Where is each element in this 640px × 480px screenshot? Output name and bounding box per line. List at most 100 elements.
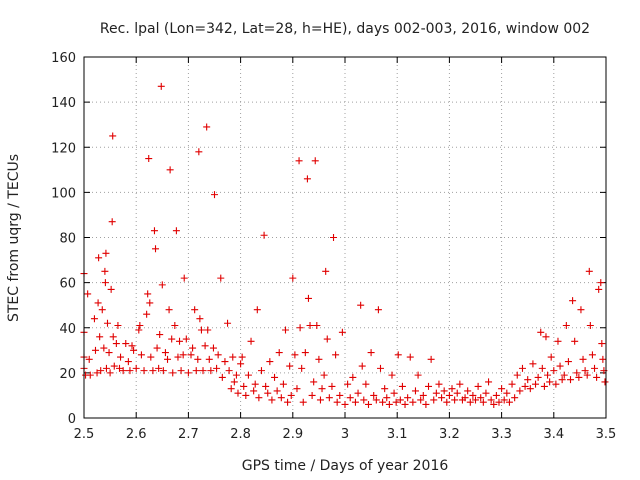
data-point <box>601 378 609 386</box>
data-point <box>90 315 98 323</box>
data-point <box>284 398 292 406</box>
data-point <box>286 362 294 370</box>
data-point <box>189 344 197 352</box>
data-point <box>171 321 179 329</box>
data-point <box>524 376 532 384</box>
data-points <box>80 82 609 408</box>
data-point <box>341 400 349 408</box>
data-point <box>195 148 203 156</box>
data-point <box>567 376 575 384</box>
data-point <box>427 355 435 363</box>
data-point <box>240 382 248 390</box>
data-point <box>109 132 117 140</box>
data-point <box>275 349 283 357</box>
data-point <box>362 380 370 388</box>
data-point <box>325 394 333 402</box>
data-point <box>117 353 125 361</box>
x-tick-label: 2.8 <box>230 427 251 442</box>
data-point <box>351 398 359 406</box>
data-point <box>456 380 464 388</box>
data-point <box>232 371 240 379</box>
data-point <box>102 364 110 372</box>
data-point <box>503 389 511 397</box>
data-point <box>247 337 255 345</box>
data-point <box>529 360 537 368</box>
data-point <box>197 326 205 334</box>
x-tick-label: 2.9 <box>282 427 303 442</box>
data-point <box>311 157 319 165</box>
data-point <box>581 367 589 375</box>
data-point <box>137 351 145 359</box>
x-tick-label: 2.6 <box>126 427 147 442</box>
data-point <box>573 369 581 377</box>
data-point <box>152 245 160 253</box>
data-point <box>323 335 331 343</box>
data-point <box>165 306 173 314</box>
data-point <box>227 385 235 393</box>
data-point <box>101 279 109 287</box>
data-point <box>521 382 529 390</box>
data-point <box>508 380 516 388</box>
data-point <box>310 378 318 386</box>
data-point <box>562 321 570 329</box>
data-point <box>374 306 382 314</box>
data-point <box>398 382 406 390</box>
y-tick-label: 140 <box>51 96 76 111</box>
data-point <box>158 281 166 289</box>
data-point <box>150 227 158 235</box>
data-point <box>102 249 110 257</box>
data-point <box>169 369 177 377</box>
data-point <box>336 391 344 399</box>
data-point <box>140 367 148 375</box>
data-point <box>203 123 211 131</box>
data-point <box>540 382 548 390</box>
data-point <box>404 394 412 402</box>
data-point <box>401 400 409 408</box>
data-point <box>357 301 365 309</box>
data-point <box>114 321 122 329</box>
data-point <box>575 373 583 381</box>
data-point <box>144 290 152 298</box>
data-point <box>376 364 384 372</box>
data-point <box>109 333 117 341</box>
data-point <box>112 340 120 348</box>
data-point <box>293 385 301 393</box>
data-point <box>132 364 140 372</box>
data-point <box>381 385 389 393</box>
data-point <box>409 398 417 406</box>
data-point <box>448 385 456 393</box>
data-point <box>194 355 202 363</box>
data-point <box>156 331 164 339</box>
data-point <box>153 344 161 352</box>
data-point <box>560 371 568 379</box>
data-point <box>182 335 190 343</box>
data-point <box>224 319 232 327</box>
data-point <box>177 367 185 375</box>
data-point <box>360 396 368 404</box>
data-point <box>250 387 258 395</box>
data-point <box>229 353 237 361</box>
data-point <box>103 319 111 327</box>
data-point <box>564 358 572 366</box>
data-point <box>461 394 469 402</box>
data-point <box>583 371 591 379</box>
data-point <box>101 267 109 275</box>
data-point <box>145 155 153 163</box>
data-point <box>126 367 134 375</box>
data-point <box>221 358 229 366</box>
grid-layer <box>84 57 606 418</box>
data-point <box>180 274 188 282</box>
data-point <box>516 387 524 395</box>
data-point <box>253 306 261 314</box>
data-point <box>303 175 311 183</box>
data-point <box>320 371 328 379</box>
data-point <box>430 396 438 404</box>
data-point <box>91 346 99 354</box>
x-tick-label: 3 <box>341 427 349 442</box>
x-tick-label: 2.7 <box>178 427 199 442</box>
data-point <box>526 385 534 393</box>
data-point <box>128 342 136 350</box>
chart-title: Rec. lpal (Lon=342, Lat=28, h=HE), days … <box>100 21 590 37</box>
data-point <box>237 360 245 368</box>
